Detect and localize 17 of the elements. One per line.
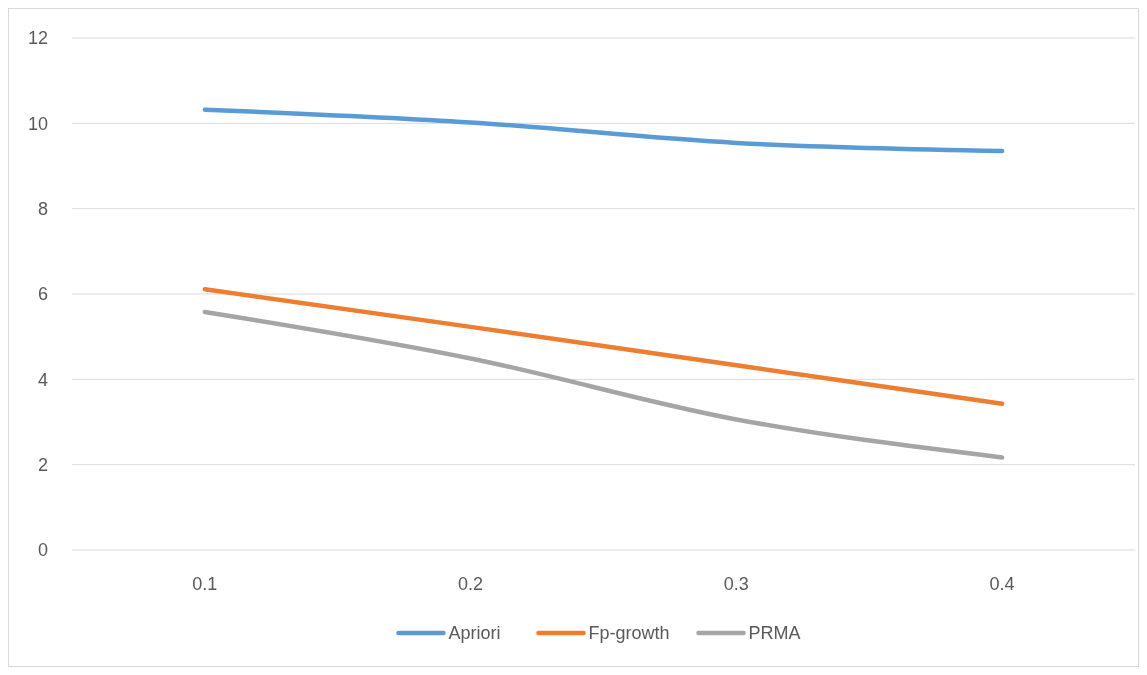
y-tick-label: 8: [37, 198, 48, 219]
x-tick-label: 0.1: [192, 574, 218, 594]
line-series: [202, 309, 1005, 460]
y-tick-label: 2: [37, 454, 48, 475]
y-tick-label: 0: [37, 540, 48, 561]
x-tick-label: 0.3: [723, 574, 749, 594]
legend-label: PRMA: [748, 623, 801, 644]
line-series: [202, 287, 1005, 406]
y-tick-label: 10: [27, 113, 48, 134]
y-tick-label: 12: [27, 28, 48, 49]
y-tick-label: 4: [37, 369, 48, 390]
y-tick-label: 6: [37, 284, 48, 305]
legend-label: Fp-growth: [588, 623, 670, 644]
legend-label: Apriori: [448, 623, 501, 644]
x-tick-label: 0.4: [989, 574, 1015, 594]
line-series: [202, 107, 1005, 154]
x-tick-label: 0.2: [458, 574, 484, 594]
